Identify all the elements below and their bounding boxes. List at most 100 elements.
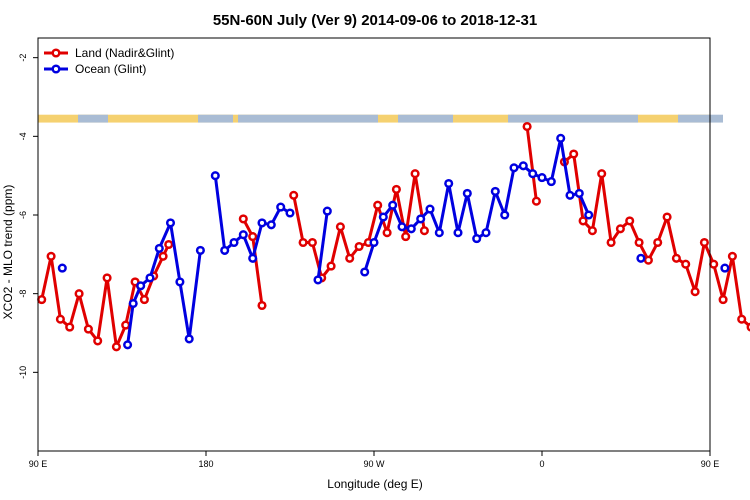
data-point — [709, 259, 719, 269]
data-point — [46, 251, 56, 261]
y-tick-label: -8 — [18, 290, 28, 298]
data-point — [565, 190, 575, 200]
y-axis-label: XCO2 - MLO trend (ppm) — [1, 185, 15, 320]
data-point — [238, 214, 248, 224]
data-point — [500, 210, 510, 220]
legend-marker — [51, 64, 61, 74]
data-point — [289, 190, 299, 200]
data-point — [164, 239, 174, 250]
data-point — [139, 295, 149, 305]
data-point — [690, 287, 700, 297]
data-point — [391, 184, 401, 194]
data-point — [37, 295, 47, 305]
data-point — [727, 251, 737, 261]
data-point — [578, 216, 588, 226]
data-point — [238, 230, 248, 240]
data-point — [574, 188, 584, 198]
data-point — [382, 228, 392, 238]
data-point — [522, 121, 532, 132]
data-point — [369, 237, 379, 248]
map-strip-ocean — [508, 114, 638, 123]
data-point — [615, 224, 625, 234]
data-point — [481, 228, 491, 238]
data-point — [662, 212, 672, 222]
data-point — [606, 237, 616, 248]
data-point — [257, 218, 267, 228]
x-tick-label: 180 — [198, 459, 213, 469]
data-point — [158, 251, 168, 261]
series-layer — [37, 121, 750, 352]
data-point — [453, 228, 463, 238]
data-point — [653, 237, 663, 248]
data-point — [509, 163, 519, 173]
data-point — [322, 206, 332, 216]
data-point — [462, 188, 472, 198]
data-point — [401, 232, 411, 242]
data-point — [681, 259, 691, 269]
legend-item: Land (Nadir&Glint) — [44, 46, 174, 60]
series-ocean — [57, 133, 730, 350]
series-line — [316, 210, 329, 281]
data-point — [335, 222, 345, 232]
data-point — [93, 336, 103, 346]
data-point — [145, 273, 155, 283]
data-point — [83, 324, 93, 334]
y-tick-label: -6 — [18, 211, 28, 219]
data-point — [490, 186, 500, 196]
data-point — [556, 133, 566, 143]
data-point — [229, 237, 239, 248]
data-point — [425, 204, 435, 214]
data-point — [634, 237, 644, 248]
data-point — [175, 277, 185, 287]
data-point — [444, 178, 454, 189]
data-point — [434, 228, 444, 238]
data-point — [313, 275, 323, 285]
y-tick-label: -4 — [18, 132, 28, 140]
data-point — [737, 314, 747, 324]
data-point — [65, 322, 75, 332]
data-point — [528, 169, 538, 179]
data-point — [718, 295, 728, 305]
data-point — [531, 196, 541, 206]
x-tick-label: 90 W — [363, 459, 385, 469]
data-point — [248, 253, 258, 263]
data-point — [587, 226, 597, 236]
series-land — [37, 121, 750, 352]
map-strip-ocean — [78, 114, 108, 123]
data-point — [55, 314, 65, 324]
data-point — [699, 237, 709, 248]
data-point — [298, 237, 308, 248]
x-tick-label: 0 — [539, 459, 544, 469]
data-point — [220, 245, 230, 255]
data-point — [597, 169, 607, 179]
data-point — [625, 216, 635, 226]
x-tick-label: 90 E — [29, 459, 48, 469]
data-point — [74, 289, 84, 299]
data-point — [388, 200, 398, 210]
data-point — [136, 281, 146, 291]
data-point — [195, 245, 205, 255]
map-strip-ocean — [398, 114, 453, 123]
data-point — [373, 200, 383, 210]
data-point — [643, 255, 653, 265]
data-point — [121, 320, 131, 330]
data-point — [472, 234, 482, 244]
map-strip-ocean — [678, 114, 723, 123]
data-point — [57, 263, 67, 273]
data-point — [746, 322, 750, 332]
y-axis: -2 -4 -6 -8 -10 — [18, 54, 38, 379]
legend: Land (Nadir&Glint) Ocean (Glint) — [44, 46, 174, 76]
data-point — [285, 208, 295, 218]
map-strip-ocean — [198, 114, 233, 123]
y-tick-label: -10 — [18, 366, 28, 379]
x-axis-label: Longitude (deg E) — [327, 477, 422, 491]
data-point — [248, 232, 258, 242]
x-tick-label: 90 E — [701, 459, 720, 469]
data-point — [546, 177, 556, 187]
data-point — [720, 263, 730, 273]
data-point — [378, 212, 388, 222]
x-axis: 90 E 180 90 W 0 90 E — [29, 451, 720, 469]
data-point — [518, 161, 528, 171]
data-point — [326, 261, 336, 271]
